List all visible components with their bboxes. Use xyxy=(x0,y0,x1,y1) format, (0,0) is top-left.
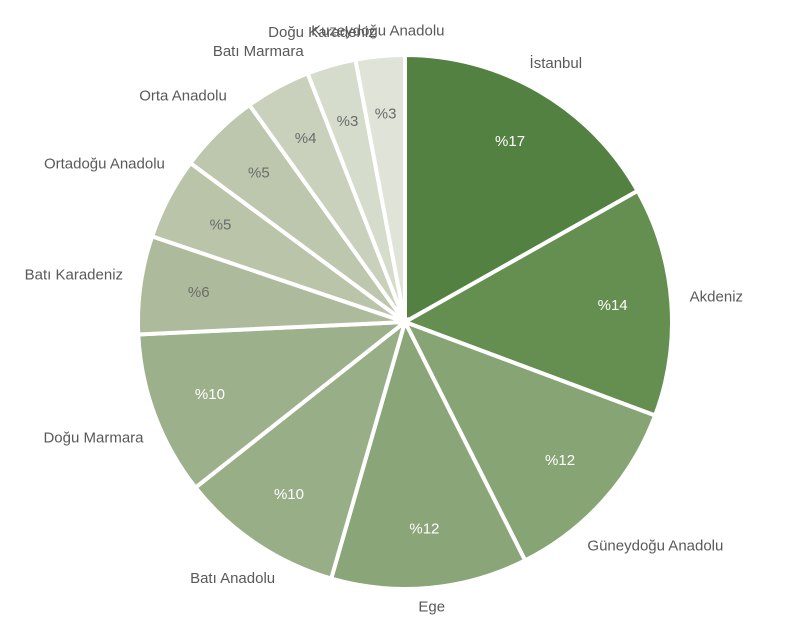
slice-value-label: %10 xyxy=(274,486,304,503)
slice-value-label: %4 xyxy=(295,130,317,147)
slice-category-label: Ortadoğu Anadolu xyxy=(44,156,165,173)
slice-value-label: %12 xyxy=(409,520,439,537)
pie-slice xyxy=(353,52,407,323)
slice-value-label: %17 xyxy=(495,133,525,150)
slice-category-label: İstanbul xyxy=(530,54,583,72)
slice-category-label: Doğu Marmara xyxy=(43,429,144,446)
slice-category-label: Ege xyxy=(418,599,445,616)
pie-slice xyxy=(192,316,409,582)
slice-value-label: %6 xyxy=(188,284,210,301)
slice-category-label: Orta Anadolu xyxy=(139,88,227,105)
slice-value-label: %12 xyxy=(545,452,575,469)
slice-category-label: Batı Marmara xyxy=(213,43,305,60)
pie-slice xyxy=(403,52,641,326)
slice-value-label: %14 xyxy=(598,297,628,314)
pie-slice xyxy=(400,188,674,419)
pie-slice xyxy=(136,319,412,491)
slice-category-label: Batı Karadeniz xyxy=(25,266,123,283)
slice-category-label: Doğu Karadeniz xyxy=(268,24,376,41)
slice-value-label: %3 xyxy=(337,113,359,130)
slice-value-label: %10 xyxy=(195,386,225,403)
slice-category-label: Güneydoğu Anadolu xyxy=(587,537,723,554)
slice-category-label: Kuzeydoğu Anadolu xyxy=(311,22,444,39)
slice-value-label: %3 xyxy=(375,106,397,123)
slice-category-label: Batı Anadolu xyxy=(190,570,275,587)
pie-slice xyxy=(328,316,528,591)
slice-value-label: %5 xyxy=(248,165,270,182)
slice-value-label: %5 xyxy=(210,216,232,233)
slice-category-label: Akdeniz xyxy=(690,289,743,306)
pie-slice xyxy=(400,318,658,564)
